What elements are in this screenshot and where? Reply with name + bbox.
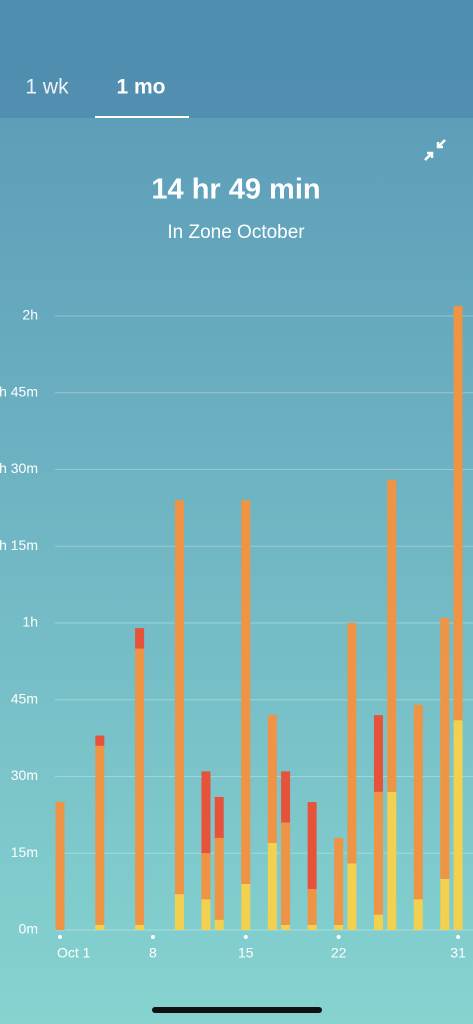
y-tick-label: 1h — [22, 614, 38, 630]
x-tick-label: 8 — [149, 945, 157, 961]
bar-segment — [281, 924, 291, 930]
bar-segment — [214, 919, 224, 930]
bar-segment — [387, 479, 397, 792]
bar-segment — [453, 720, 463, 930]
bar-segment — [174, 500, 184, 895]
bar-segment — [413, 704, 423, 900]
bar-segment — [201, 771, 211, 854]
bar-segment — [373, 791, 383, 915]
x-tick-label: 22 — [331, 945, 347, 961]
home-indicator — [152, 1007, 322, 1013]
bar-segment — [334, 837, 344, 925]
bar-segment — [307, 889, 317, 925]
bar-segment — [241, 883, 251, 930]
bar-segment — [135, 924, 145, 930]
bar-segment — [201, 853, 211, 900]
bar-segment — [135, 648, 145, 925]
y-tick-label: 0m — [19, 921, 38, 937]
bar-segment — [281, 771, 291, 823]
chart-subtitle: In Zone October — [167, 222, 305, 243]
x-tick-dot — [58, 935, 62, 939]
bar-segment — [55, 802, 65, 930]
icon-arrow — [424, 151, 434, 161]
bar-segment — [241, 500, 251, 884]
bar-segment — [201, 899, 211, 930]
x-tick-dot — [336, 935, 341, 939]
x-tick-dot — [243, 935, 248, 939]
y-tick-label: 2h — [22, 307, 38, 323]
bar-segment — [135, 628, 145, 649]
bar-segment — [347, 623, 357, 864]
y-tick-label: 1h 45m — [0, 383, 38, 399]
bar-segment — [387, 791, 397, 930]
y-tick-label: 45m — [11, 690, 38, 706]
bar-segment — [95, 924, 105, 930]
bar-segment — [267, 715, 277, 844]
bar-segment — [214, 837, 224, 920]
y-tick-label: 15m — [11, 844, 38, 860]
bar-segment — [347, 863, 357, 930]
bar-segment — [307, 924, 317, 930]
bar-segment — [413, 899, 423, 930]
bar-segment — [95, 735, 105, 746]
x-tick-label: 15 — [238, 945, 254, 961]
bar-segment — [440, 878, 450, 930]
header — [0, 0, 473, 118]
bar-segment — [373, 715, 383, 792]
x-tick-dot — [456, 935, 461, 939]
y-tick-label: 1h 30m — [0, 460, 38, 476]
bar-segment — [267, 843, 277, 930]
icon-arrow — [436, 139, 446, 149]
tab-active[interactable]: 1 mo — [116, 76, 165, 99]
y-tick-label: 30m — [11, 767, 38, 783]
bar-segment — [334, 924, 344, 930]
chart-title: 14 hr 49 min — [151, 174, 320, 206]
x-tick-label: 31 — [450, 945, 466, 961]
collapse-icon[interactable] — [424, 139, 446, 161]
bar-segment — [453, 305, 463, 721]
y-tick-label: 1h 15m — [0, 537, 38, 553]
x-tick-label: Oct 1 — [57, 945, 91, 961]
bar-segment — [281, 822, 291, 925]
bar-segment — [440, 617, 450, 879]
bar-segment — [307, 802, 317, 890]
bar-segment — [95, 745, 105, 925]
bar-segment — [214, 796, 224, 838]
bar-segment — [174, 894, 184, 930]
x-tick-dot — [150, 935, 155, 939]
tab[interactable]: 1 wk — [25, 76, 69, 99]
tab-underline — [95, 116, 189, 118]
bar-segment — [373, 914, 383, 930]
